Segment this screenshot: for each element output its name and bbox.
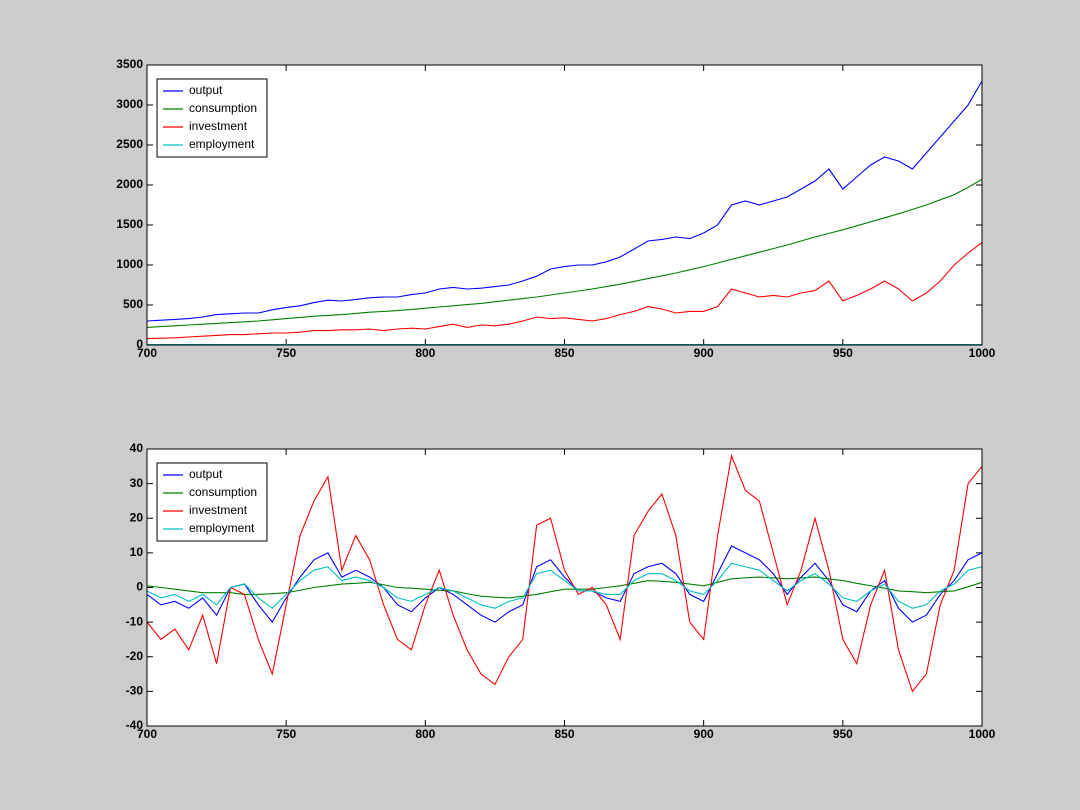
axes-frame [146,64,983,346]
y-tick-label: 2000 [116,177,143,191]
x-tick-label: 700 [137,727,157,741]
x-tick-label: 850 [554,346,574,360]
x-tick-label: 950 [833,346,853,360]
y-tick-label: 30 [130,476,144,490]
axes-background [147,449,982,726]
y-tick-label: 1500 [116,217,143,231]
series-line [146,545,983,624]
y-tick-label: 3500 [116,57,143,71]
x-tick-label: 1000 [969,346,996,360]
series-line [146,178,983,328]
x-tick-label: 1000 [969,727,996,741]
x-tick-label: 800 [415,346,435,360]
series-line [146,242,983,340]
y-tick-label: -20 [126,649,144,663]
x-tick-label: 800 [415,727,435,741]
y-tick-label: 3000 [116,97,143,111]
legend-label: employment [189,137,255,151]
legend-label: consumption [189,101,257,115]
x-tick-label: 850 [554,727,574,741]
y-tick-label: 10 [130,545,144,559]
x-tick-label: 750 [276,727,296,741]
legend-label: output [189,467,223,481]
series-line [146,80,983,322]
series-line [146,562,983,609]
x-tick-label: 700 [137,346,157,360]
legend-box [156,78,268,158]
y-tick-label: -30 [126,684,144,698]
y-tick-label: 0 [136,580,143,594]
y-tick-label: 500 [123,297,143,311]
y-tick-label: 40 [130,441,144,455]
legend-label: investment [189,119,248,133]
legend-label: investment [189,503,248,517]
axes-background [147,65,982,345]
series-line [146,576,983,599]
y-tick-label: -40 [126,718,144,732]
axes-frame [146,448,983,727]
x-tick-label: 900 [694,346,714,360]
legend-label: consumption [189,485,257,499]
legend-label: output [189,83,223,97]
y-tick-label: 0 [136,337,143,351]
series-line [146,453,983,693]
legend-box [156,462,268,542]
y-tick-label: 2500 [116,137,143,151]
x-tick-label: 900 [694,727,714,741]
legend-label: employment [189,521,255,535]
y-tick-label: 1000 [116,257,143,271]
y-tick-label: 20 [130,510,144,524]
x-tick-label: 750 [276,346,296,360]
x-tick-label: 950 [833,727,853,741]
y-tick-label: -10 [126,614,144,628]
